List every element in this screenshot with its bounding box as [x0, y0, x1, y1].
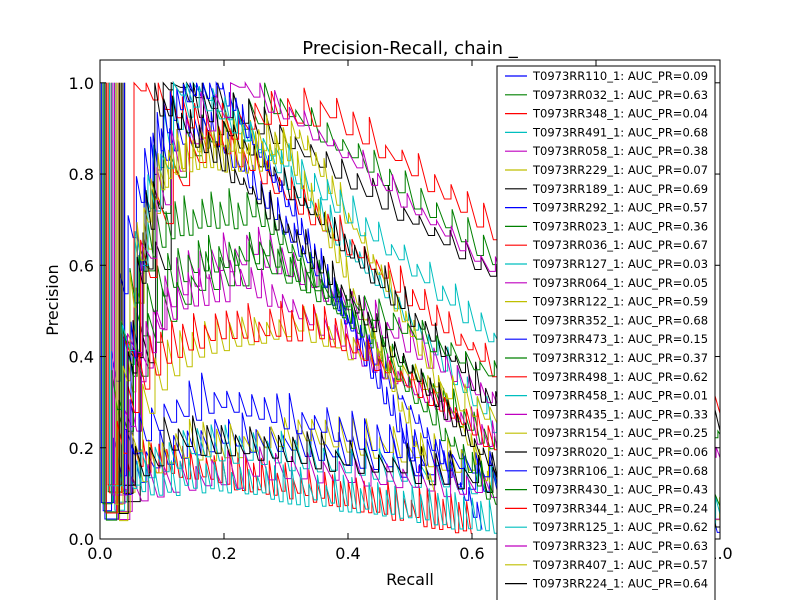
legend-entry: T0973RR344_1: AUC_PR=0.24 — [532, 501, 708, 515]
legend-entry: T0973RR498_1: AUC_PR=0.62 — [532, 370, 708, 384]
legend-entry: T0973RR435_1: AUC_PR=0.33 — [532, 407, 708, 421]
plot-area-frame — [99, 59, 721, 540]
legend-entry: T0973RR491_1: AUC_PR=0.68 — [532, 125, 708, 139]
legend-entry: T0973RR125_1: AUC_PR=0.62 — [532, 520, 708, 534]
legend-entry: T0973RR020_1: AUC_PR=0.06 — [532, 445, 708, 459]
legend-entry: T0973RR229_1: AUC_PR=0.07 — [532, 163, 708, 177]
legend-entry: T0973RR023_1: AUC_PR=0.36 — [532, 219, 708, 233]
x-tick-label: 0.6 — [459, 544, 484, 563]
series-line — [110, 82, 504, 534]
legend-entry: T0973RR407_1: AUC_PR=0.57 — [532, 558, 708, 572]
legend-entry: T0973RR127_1: AUC_PR=0.03 — [532, 257, 708, 271]
legend-entry: T0973RR312_1: AUC_PR=0.37 — [532, 351, 708, 365]
legend-entry: T0973RR032_1: AUC_PR=0.63 — [532, 88, 708, 102]
series-line — [123, 81, 424, 495]
legend-entry: T0973RR348_1: AUC_PR=0.04 — [532, 107, 708, 121]
legend-entry: T0973RR352_1: AUC_PR=0.68 — [532, 313, 708, 327]
legend-entry: T0973RR154_1: AUC_PR=0.25 — [532, 426, 708, 440]
legend-entry: T0973RR292_1: AUC_PR=0.57 — [532, 201, 708, 215]
legend-entry: T0973RR058_1: AUC_PR=0.38 — [532, 144, 708, 158]
series-line — [115, 82, 435, 505]
y-tick-label: 1.0 — [69, 74, 94, 93]
series-line — [102, 82, 515, 527]
legend-entry: T0973RR458_1: AUC_PR=0.01 — [532, 389, 708, 403]
series-line — [119, 82, 493, 522]
legend-entry: T0973RR473_1: AUC_PR=0.15 — [532, 332, 708, 346]
legend-entry: T0973RR323_1: AUC_PR=0.63 — [532, 539, 708, 553]
series-line — [107, 82, 720, 486]
y-tick-label: 0.4 — [69, 348, 94, 367]
legend-box — [496, 65, 716, 600]
x-tick-label: 0.4 — [335, 544, 360, 563]
legend-entry: T0973RR122_1: AUC_PR=0.59 — [532, 295, 708, 309]
legend-entry: T0973RR189_1: AUC_PR=0.69 — [532, 182, 708, 196]
legend-entry: T0973RR036_1: AUC_PR=0.67 — [532, 238, 708, 252]
x-tick-label: 0.2 — [211, 544, 236, 563]
legend-entry: T0973RR224_1: AUC_PR=0.64 — [532, 577, 708, 591]
chart-title: Precision-Recall, chain _ — [302, 38, 518, 59]
y-tick-label: 0.0 — [69, 530, 94, 549]
legend-entry: T0973RR106_1: AUC_PR=0.68 — [532, 464, 708, 478]
x-axis-label: Recall — [386, 570, 434, 589]
legend-entry: T0973RR064_1: AUC_PR=0.05 — [532, 276, 708, 290]
series-line — [118, 82, 525, 514]
y-tick-label: 0.2 — [69, 439, 94, 458]
legend-entry: T0973RR110_1: AUC_PR=0.09 — [532, 69, 708, 83]
y-tick-label: 0.6 — [69, 256, 94, 275]
y-tick-label: 0.8 — [69, 165, 94, 184]
series-line — [115, 82, 720, 520]
legend: T0973RR110_1: AUC_PR=0.09 T0973RR032_1: A… — [496, 65, 716, 600]
x-tick-label: 0.0 — [87, 544, 112, 563]
series-line — [105, 82, 573, 529]
legend-entry: T0973RR430_1: AUC_PR=0.43 — [532, 483, 708, 497]
y-axis-label: Precision — [43, 264, 62, 335]
